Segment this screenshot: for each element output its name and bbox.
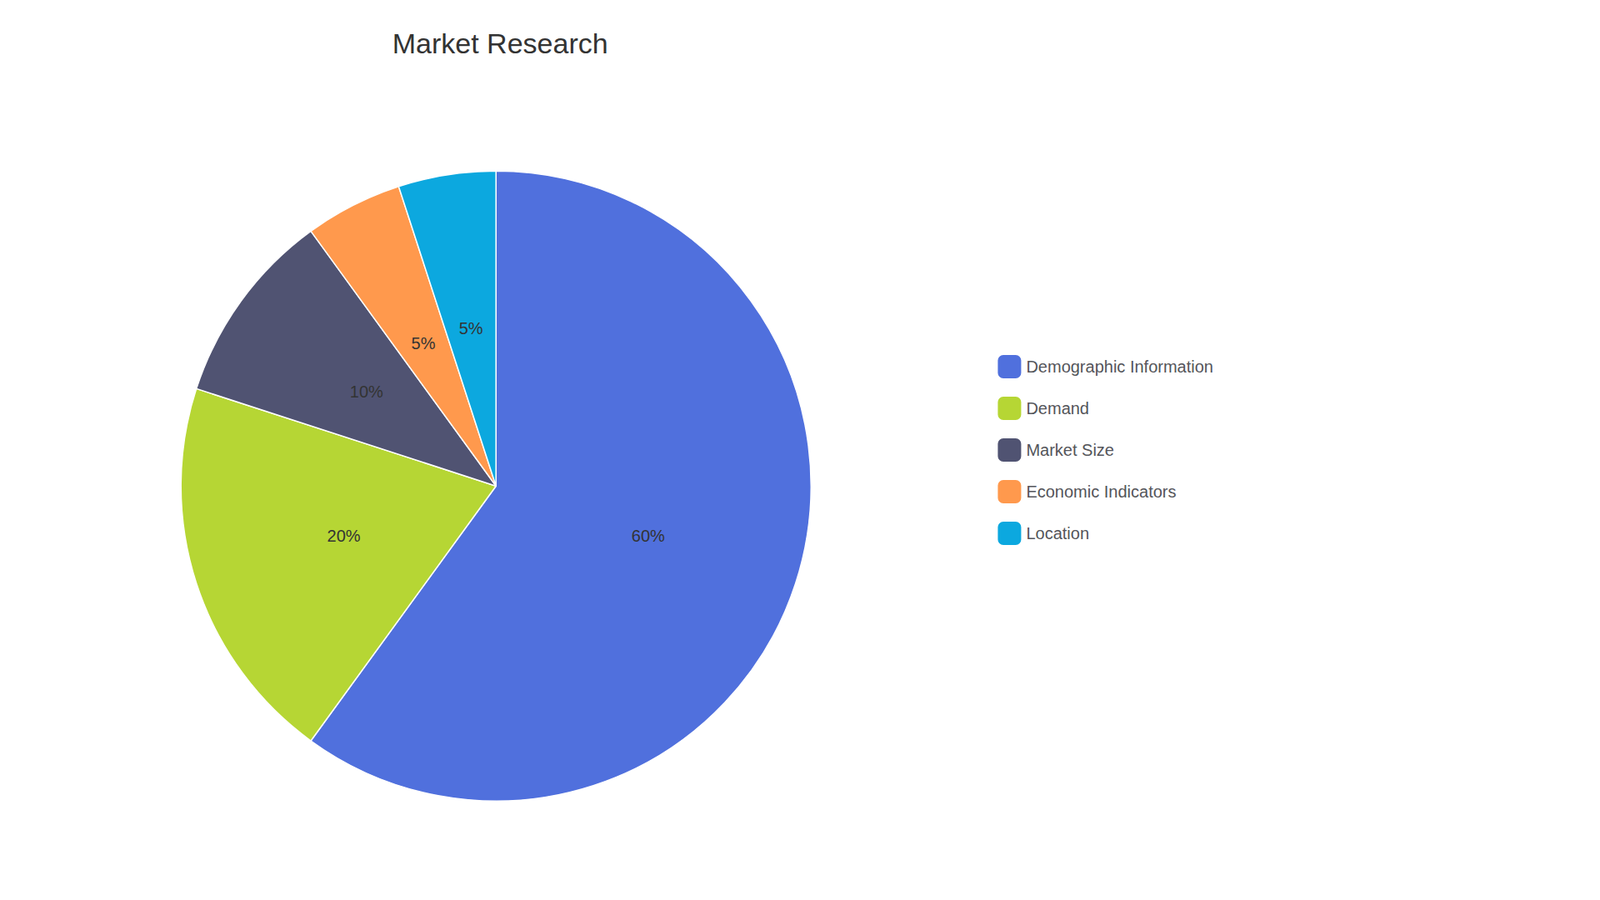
svg-text:5%: 5%	[411, 334, 436, 353]
svg-text:Market Research: Market Research	[392, 27, 609, 60]
svg-text:20%: 20%	[327, 526, 361, 545]
svg-text:60%: 60%	[631, 526, 665, 545]
svg-text:Market Size: Market Size	[1025, 440, 1115, 460]
svg-text:Demand: Demand	[1025, 399, 1090, 418]
svg-text:Demographic Information: Demographic Information	[1025, 357, 1214, 376]
svg-text:Economic Indicators: Economic Indicators	[1025, 482, 1176, 501]
svg-text:Location: Location	[1025, 524, 1090, 543]
svg-text:10%: 10%	[350, 382, 384, 401]
svg-text:5%: 5%	[459, 319, 484, 338]
